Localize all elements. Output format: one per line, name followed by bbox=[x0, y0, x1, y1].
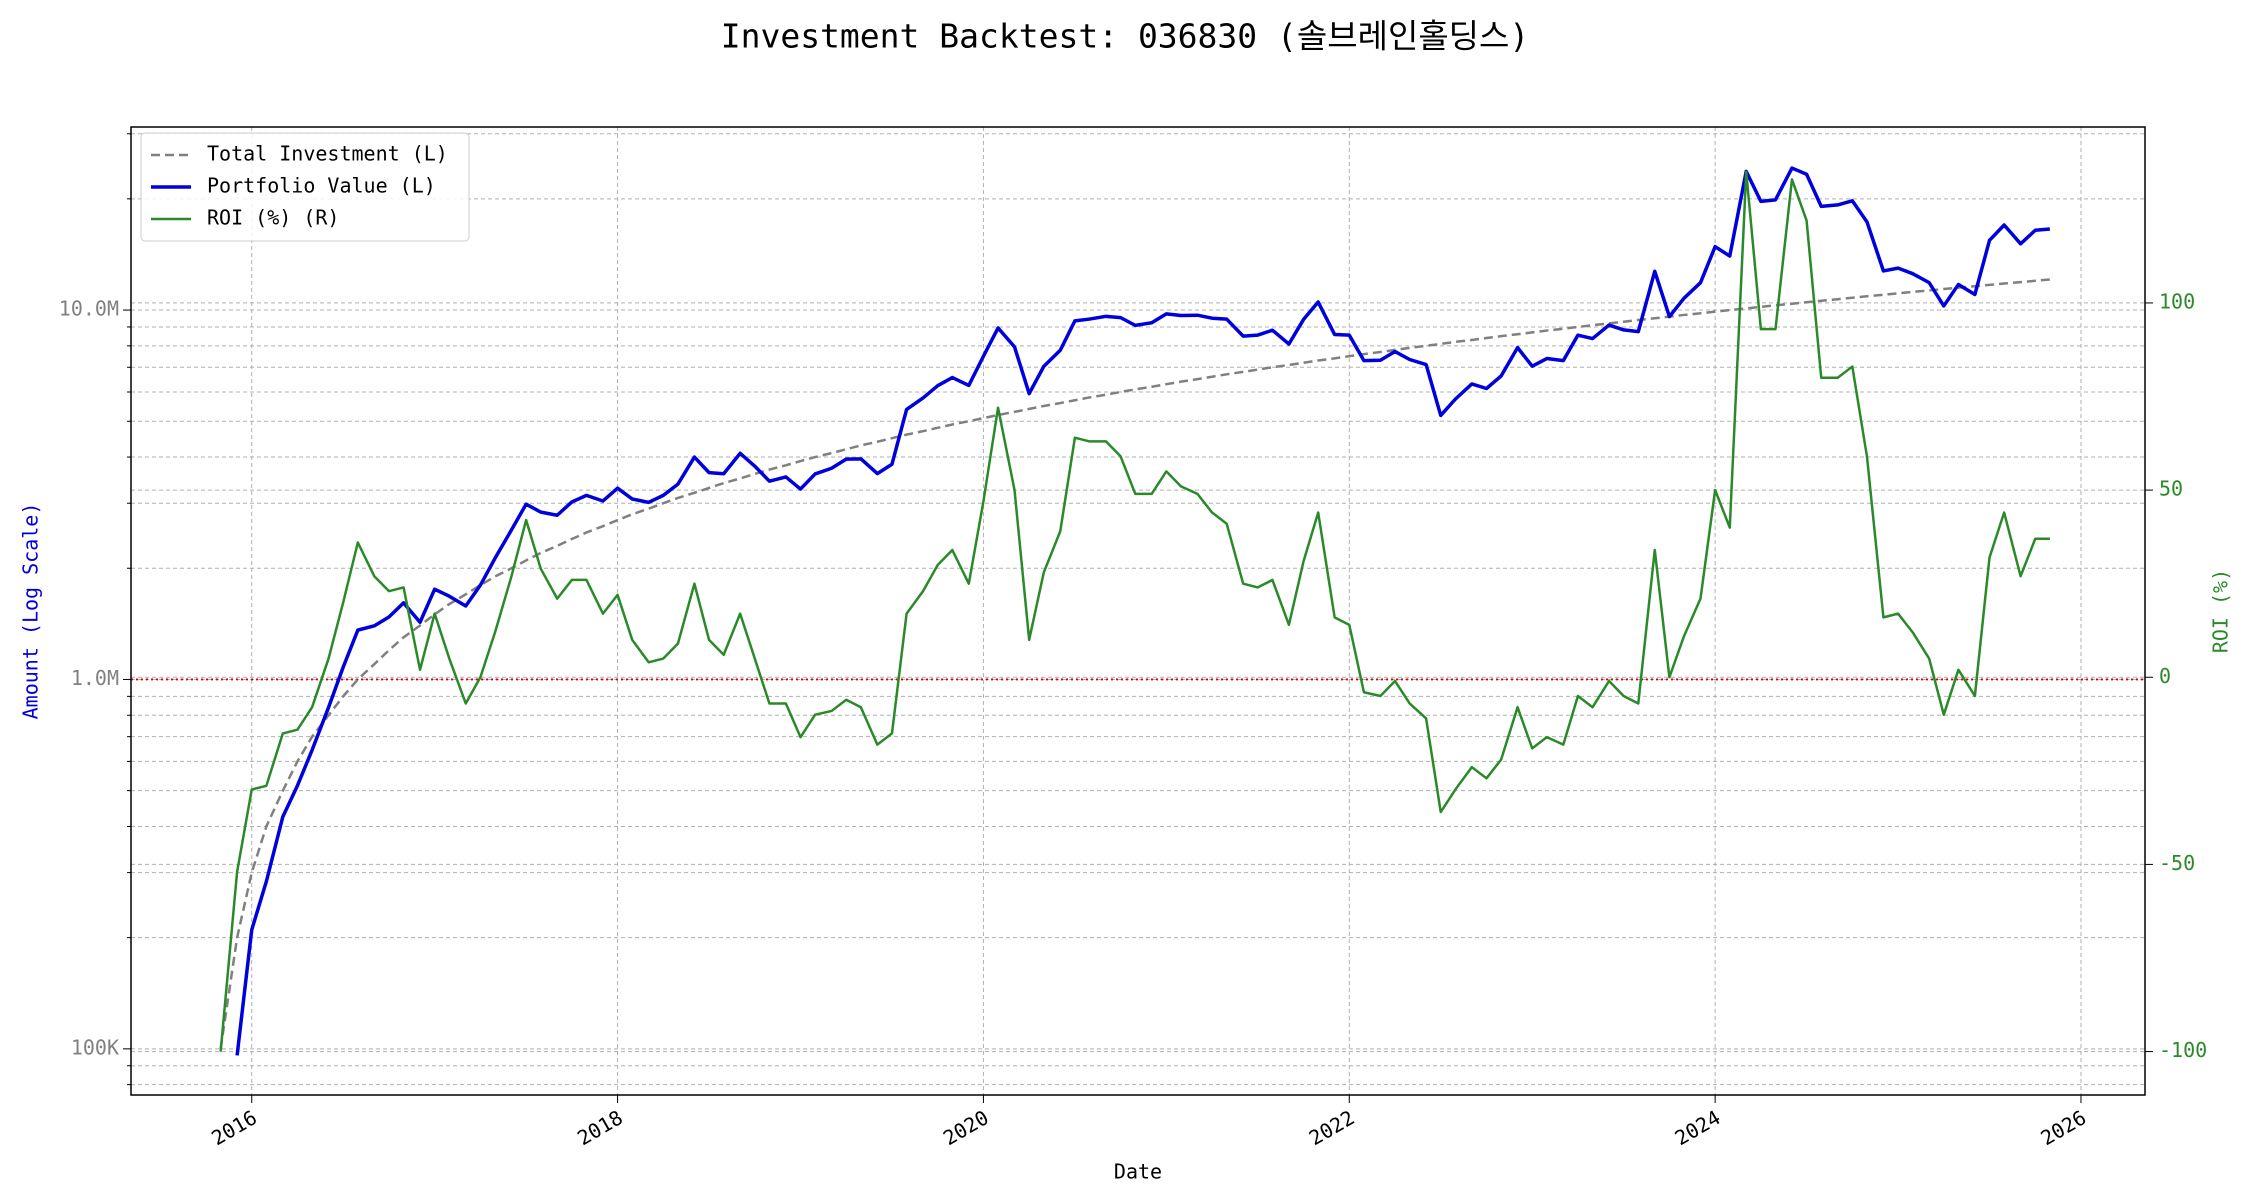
y-axis-label: Amount (Log Scale) bbox=[19, 503, 43, 720]
y-tick-label: 1.0M bbox=[71, 666, 119, 690]
y2-tick-label: -50 bbox=[2159, 851, 2195, 875]
x-axis-label: Date bbox=[1114, 1160, 1162, 1184]
y-tick-label: 10.0M bbox=[59, 297, 119, 321]
y2-tick-label: 100 bbox=[2159, 289, 2195, 313]
y2-tick-label: 0 bbox=[2159, 664, 2171, 688]
y-tick-label: 100K bbox=[71, 1035, 119, 1059]
legend-label: Total Investment (L) bbox=[207, 142, 448, 166]
y2-tick-label: 50 bbox=[2159, 477, 2183, 501]
series-line bbox=[219, 170, 2050, 1052]
plot-area bbox=[131, 166, 2145, 1056]
series-line bbox=[235, 166, 2051, 1056]
axes-frame bbox=[130, 126, 2146, 1096]
legend-box bbox=[140, 132, 470, 242]
grid bbox=[131, 127, 2145, 1095]
legend: Total Investment (L) Portfolio Value (L) R… bbox=[140, 132, 470, 242]
chart-title: Investment Backtest: 036830 (솔브레인홀딩스) bbox=[721, 17, 1530, 56]
series-line bbox=[219, 278, 2050, 1050]
legend-label: ROI (%) (R) bbox=[207, 206, 339, 230]
y2-axis-label: ROI (%) bbox=[2209, 569, 2233, 653]
y2-tick-label: -100 bbox=[2159, 1038, 2207, 1062]
legend-label: Portfolio Value (L) bbox=[207, 174, 436, 198]
